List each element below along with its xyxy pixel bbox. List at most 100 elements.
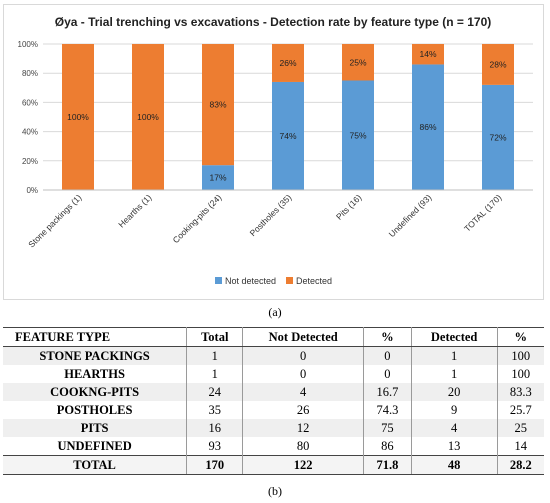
y-tick-label: 100% [18,40,38,49]
table-header-cell: % [363,327,412,347]
table-cell: COOKNG-PITS [3,383,188,401]
x-axis: Stone packings (1) Hearths (1) Cooking-pit… [26,189,533,250]
table-cell: POSTHOLES [3,401,188,419]
stacked-bar-chart: Øya - Trial trenching vs excavations - D… [18,15,533,286]
table-cell: 0 [363,346,412,365]
table-cell: 100 [497,365,544,383]
table-cell: 20 [411,383,498,401]
data-label: 83% [209,100,226,110]
bar-segment [202,44,234,166]
table-cell: 25 [497,419,544,437]
chart-frame [3,4,544,300]
table-row: COOKNG-PITS 24 4 16.7 20 83.3 [3,383,544,401]
y-tick-label: 40% [22,128,38,137]
table-total-cell: TOTAL [3,455,188,475]
table-cell: PITS [3,419,188,437]
x-tick-label: Undefined (93) [387,192,434,239]
table-cell: 25.7 [497,401,544,419]
bar-segment [272,81,304,190]
data-label: 100% [137,112,159,122]
table-total-cell: 170 [186,455,244,475]
table-cell: 1 [186,346,244,365]
legend-swatch [286,277,293,284]
table-cell: 16 [186,419,244,437]
table-cell: 1 [186,365,244,383]
table-total-cell: 28.2 [497,455,544,475]
table-body: STONE PACKINGS 1 0 0 1 100 HEARTHS 1 0 0 1 100 COOKN… [3,346,544,456]
bar-segment [132,44,164,190]
table-header-cell: Not Detected [242,327,365,347]
table-cell: 80 [242,437,365,456]
table-row: STONE PACKINGS 1 0 0 1 100 [3,346,544,365]
table-header-cell: FEATURE TYPE [3,327,188,347]
bar-segment [342,80,374,190]
table-cell: 14 [497,437,544,456]
bar-segment [62,44,94,190]
table-cell: 13 [411,437,498,456]
table-total-cell: 71.8 [363,455,412,475]
data-label: 72% [489,132,506,142]
y-tick-label: 60% [22,98,38,107]
table-cell: 1 [411,346,498,365]
y-tick-label: 80% [22,69,38,78]
table-cell: 0 [242,365,365,383]
table-row: UNDEFINED 93 80 86 13 14 [3,437,544,456]
table-row: POSTHOLES 35 26 74.3 9 25.7 [3,401,544,419]
feature-type-table: FEATURE TYPE Total Not Detected% Detected% … [3,327,544,475]
table-cell: 4 [411,419,498,437]
bar-segment [482,84,514,190]
table-cell: 74.3 [363,401,412,419]
y-axis: 0% 20% 40% 60% 80% 100% [18,40,38,195]
table-row: PITS 16 12 75 4 25 [3,419,544,437]
table-cell: 26 [242,401,365,419]
data-label: 25% [349,57,366,67]
table-cell: 16.7 [363,383,412,401]
x-tick-label: Pits (16) [334,192,364,222]
table-cell: 1 [411,365,498,383]
table-cell: 35 [186,401,244,419]
x-tick-label: Postholes (35) [248,192,294,238]
table-total-cell: 48 [411,455,498,475]
legend-label: Detected [296,276,332,286]
table-total-row: TOTAL 170 122 71.8 48 28.2 [3,455,544,475]
x-tick-label: TOTAL (170) [462,192,503,233]
table-header-row: FEATURE TYPE Total Not Detected% Detected% [3,327,544,347]
legend-swatch [215,277,222,284]
data-label: 28% [489,59,506,69]
bar-segment [412,64,444,190]
data-label: 26% [279,58,296,68]
table-cell: 0 [242,346,365,365]
legend-label: Not detected [225,276,276,286]
table-cell: 12 [242,419,365,437]
chart-title: Øya - Trial trenching vs excavations - D… [55,15,491,29]
data-label: 100% [67,112,89,122]
table-cell: 9 [411,401,498,419]
table-cell: 93 [186,437,244,456]
x-tick-label: Cooking-pits (24) [171,192,224,245]
table-total-cell: 122 [242,455,365,475]
table-cell: 0 [363,365,412,383]
table-row: HEARTHS 1 0 0 1 100 [3,365,544,383]
table-header-cell: Total [186,327,244,347]
bar-segment [272,44,304,82]
table-cell: 75 [363,419,412,437]
data-label: 14% [419,49,436,59]
table-cell: STONE PACKINGS [3,346,188,365]
table-header-cell: % [497,327,544,347]
table-cell: 4 [242,383,365,401]
bar-segment [202,165,234,190]
bar-segment [482,44,514,85]
bar-segment [342,44,374,81]
caption-a: (a) [268,305,282,319]
x-tick-label: Hearths (1) [116,192,153,229]
table-cell: 83.3 [497,383,544,401]
bars: 100% 100% 17% 83% 74% 26% 75% 25% 86% 14% 72% 28% [62,44,514,190]
table-cell: HEARTHS [3,365,188,383]
caption-b: (b) [268,484,282,498]
data-label: 75% [349,130,366,140]
table-cell: 100 [497,346,544,365]
data-label: 74% [279,131,296,141]
bar-segment [412,44,444,65]
data-label: 86% [419,122,436,132]
data-label: 17% [209,173,226,183]
